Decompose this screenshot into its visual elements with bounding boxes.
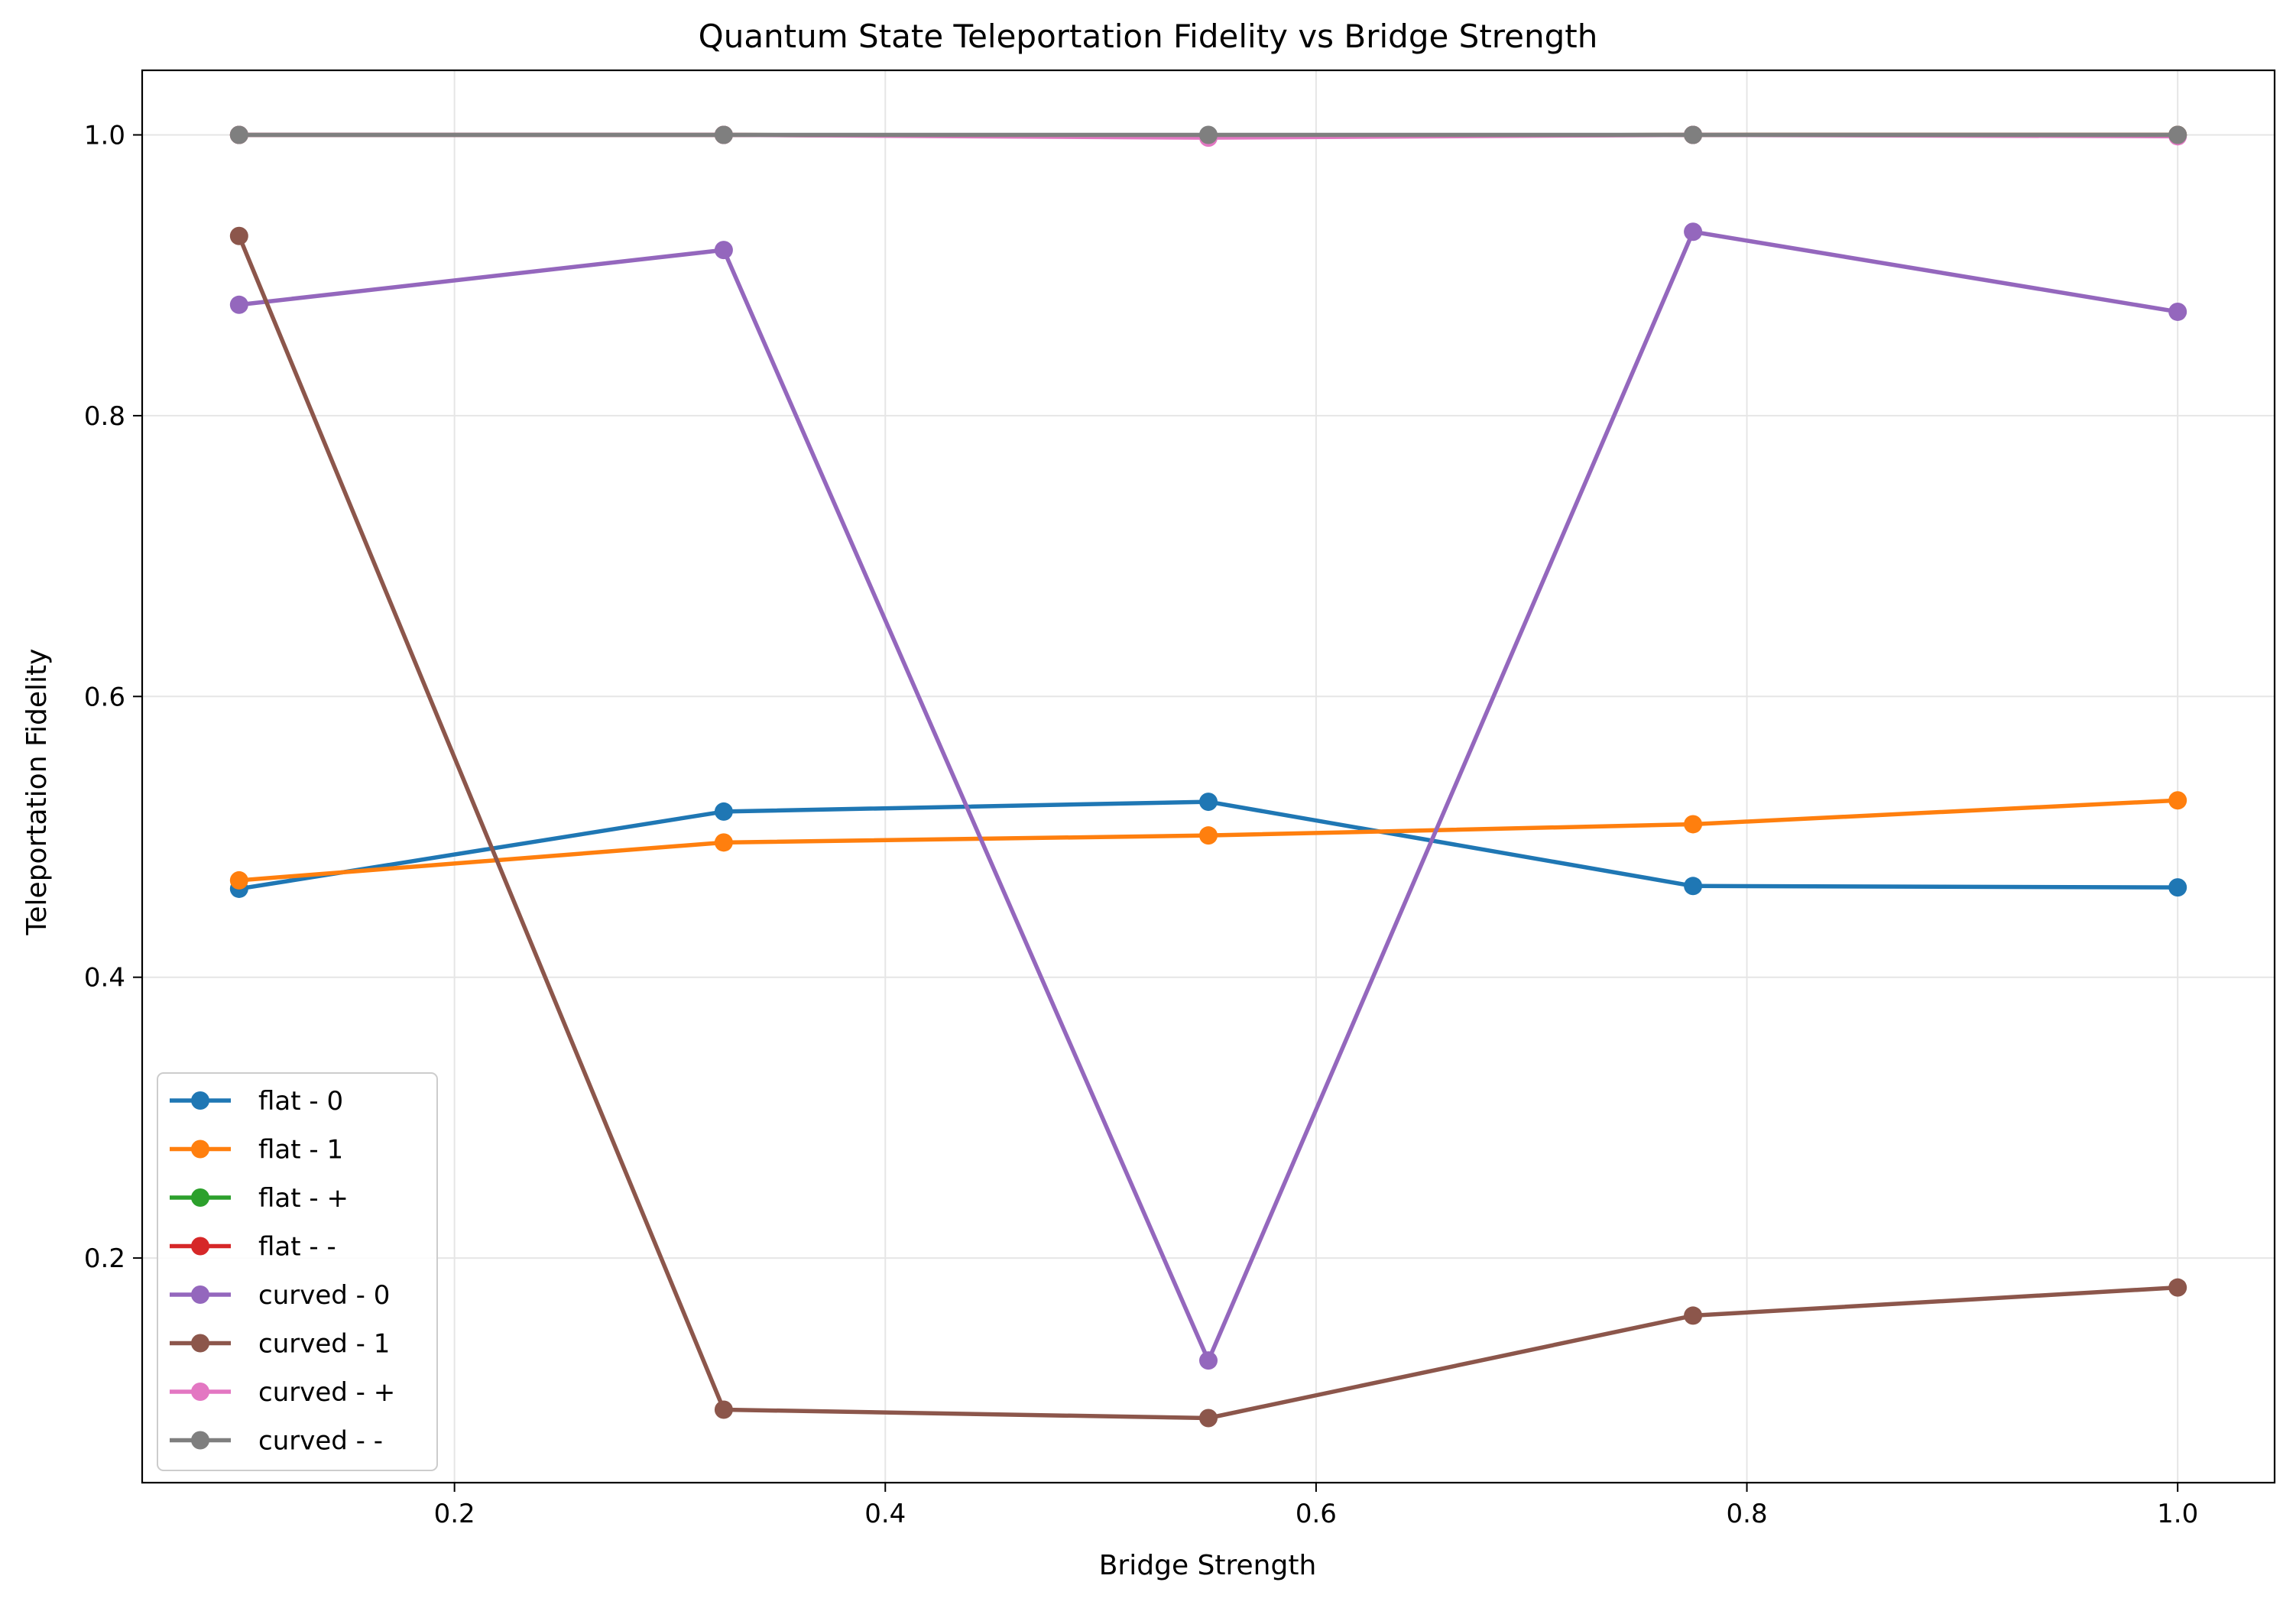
data-point <box>2168 878 2187 897</box>
data-point <box>1199 1409 1218 1428</box>
y-axis-label: Teleportation Fidelity <box>21 649 53 936</box>
data-point <box>1684 222 1703 242</box>
legend-item: curved - 0 <box>170 1280 390 1311</box>
y-tick-label: 0.2 <box>84 1243 125 1274</box>
series-flat-1 <box>229 791 2187 890</box>
x-axis-label: Bridge Strength <box>1099 1550 1317 1581</box>
series-curved-0 <box>229 222 2187 1370</box>
series-curved-1 <box>229 226 2187 1428</box>
legend-item: flat - - <box>170 1232 336 1263</box>
legend-marker <box>191 1188 209 1207</box>
legend-marker <box>191 1237 209 1256</box>
legend-marker <box>191 1091 209 1110</box>
legend-label: flat - - <box>258 1232 336 1263</box>
legend-item: flat - 0 <box>170 1086 343 1117</box>
data-point <box>1684 1306 1703 1325</box>
legend-label: flat - 0 <box>258 1086 343 1117</box>
legend-label: flat - + <box>258 1183 349 1214</box>
y-tick-label: 0.4 <box>84 963 125 994</box>
legend-label: curved - + <box>258 1377 395 1408</box>
data-point <box>2168 125 2187 144</box>
legend-box <box>157 1072 438 1471</box>
axis-ticks: 0.2 0.4 0.6 0.8 1.0 0.2 0.4 0.6 0.8 1.0 <box>84 121 2198 1529</box>
legend-label: curved - - <box>258 1426 383 1457</box>
series-curved- <box>229 125 2187 144</box>
legend-label: flat - 1 <box>258 1135 343 1165</box>
x-tick-label: 1.0 <box>2157 1499 2198 1529</box>
legend-label: curved - 0 <box>258 1280 390 1311</box>
data-point <box>229 226 248 245</box>
data-point <box>1684 877 1703 896</box>
legend-item: flat - + <box>170 1183 349 1214</box>
data-point <box>1199 125 1218 144</box>
data-point <box>1684 815 1703 834</box>
legend-marker <box>191 1431 209 1450</box>
data-point <box>229 125 248 144</box>
legend-marker <box>191 1140 209 1159</box>
y-tick-label: 0.6 <box>84 682 125 712</box>
legend-marker <box>191 1285 209 1304</box>
chart-title: Quantum State Teleportation Fidelity vs … <box>699 18 1598 55</box>
data-point <box>714 1400 733 1419</box>
data-point <box>714 833 733 852</box>
data-point <box>714 241 733 260</box>
series-flat-0 <box>229 793 2187 898</box>
data-point <box>229 295 248 314</box>
data-point <box>1684 125 1703 144</box>
data-point <box>229 870 248 890</box>
x-tick-label: 0.2 <box>434 1499 475 1529</box>
legend: flat - 0 flat - 1 flat - + flat - - curved -… <box>157 1072 438 1471</box>
data-point <box>2168 1278 2187 1297</box>
plot-frame <box>141 69 2276 1484</box>
legend-item: flat - 1 <box>170 1135 343 1165</box>
legend-marker <box>191 1334 209 1353</box>
x-tick-label: 0.8 <box>1727 1499 1768 1529</box>
legend-marker <box>191 1383 209 1401</box>
x-tick-label: 0.6 <box>1296 1499 1337 1529</box>
data-point <box>1199 1351 1218 1370</box>
y-tick-label: 0.8 <box>84 401 125 432</box>
legend-item: curved - 1 <box>170 1329 390 1360</box>
data-point <box>2168 302 2187 321</box>
series-group <box>229 125 2187 1428</box>
data-point <box>2168 791 2187 810</box>
data-point <box>1199 793 1218 812</box>
legend-item: curved - + <box>170 1377 395 1408</box>
legend-item: curved - - <box>170 1426 383 1457</box>
legend-label: curved - 1 <box>258 1329 390 1360</box>
data-point <box>714 125 733 144</box>
data-point <box>1199 826 1218 845</box>
y-tick-label: 1.0 <box>84 121 125 151</box>
x-tick-label: 0.4 <box>864 1499 906 1529</box>
data-point <box>714 802 733 821</box>
